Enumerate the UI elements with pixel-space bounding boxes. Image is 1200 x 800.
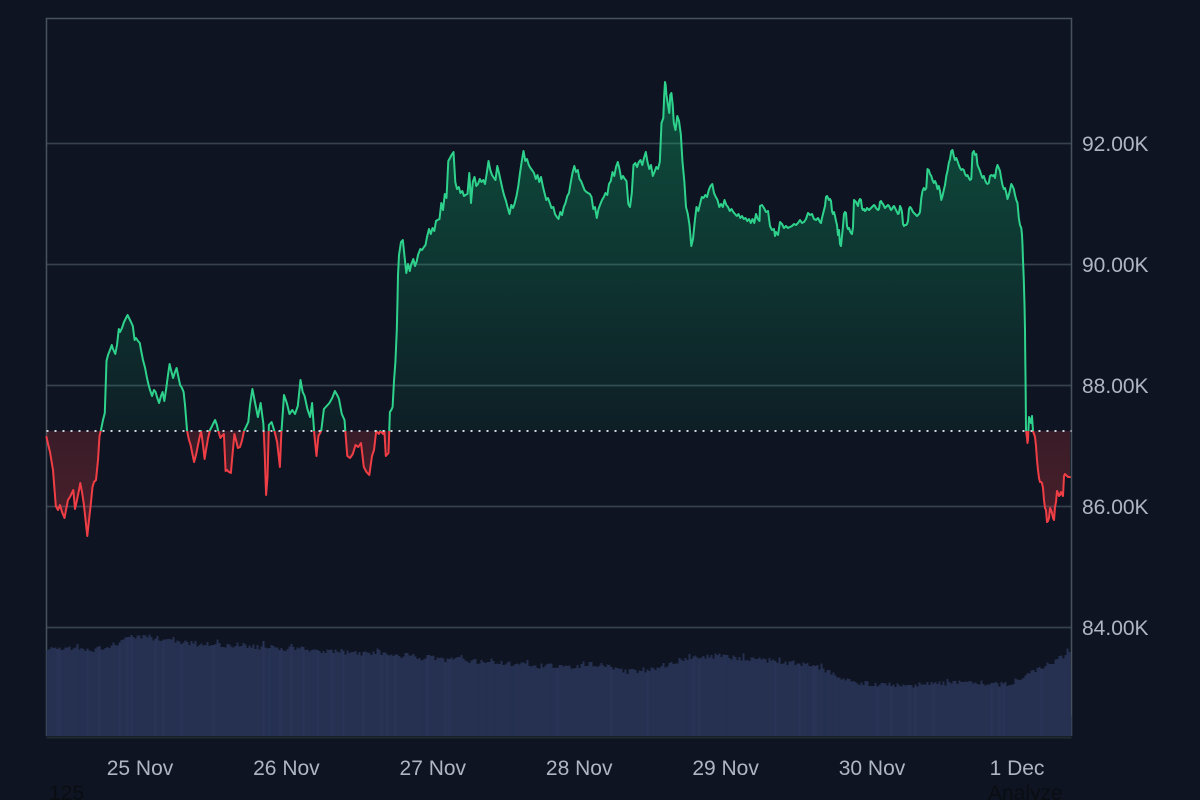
svg-text:29 Nov: 29 Nov [692, 757, 759, 780]
svg-text:26 Nov: 26 Nov [253, 757, 320, 780]
svg-text:27 Nov: 27 Nov [400, 757, 467, 780]
svg-text:1 Dec: 1 Dec [990, 757, 1045, 780]
svg-text:84.00K: 84.00K [1082, 617, 1149, 640]
svg-text:25 Nov: 25 Nov [107, 757, 174, 780]
svg-text:92.00K: 92.00K [1082, 133, 1149, 156]
svg-text:88.00K: 88.00K [1082, 375, 1149, 398]
svg-text:Analyze: Analyze [988, 782, 1063, 800]
svg-text:86.00K: 86.00K [1082, 496, 1149, 519]
svg-text:125: 125 [49, 782, 84, 800]
svg-text:28 Nov: 28 Nov [546, 757, 613, 780]
svg-text:90.00K: 90.00K [1082, 254, 1149, 277]
svg-text:30 Nov: 30 Nov [839, 757, 906, 780]
